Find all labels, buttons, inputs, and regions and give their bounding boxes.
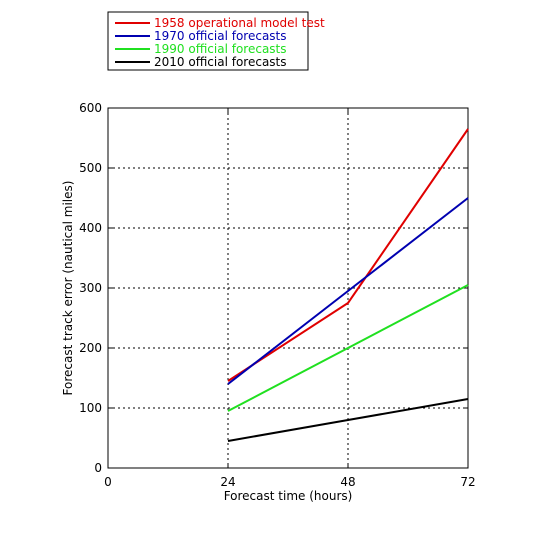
series-line-1 xyxy=(227,197,469,385)
x-axis-label: Forecast time (hours) xyxy=(224,489,353,503)
y-tick-label: 100 xyxy=(79,401,102,415)
y-axis-label: Forecast track error (nautical miles) xyxy=(61,181,75,396)
series-line-0 xyxy=(227,128,469,382)
legend-label-1: 1970 official forecasts xyxy=(154,29,287,43)
series-line-3 xyxy=(227,398,469,442)
x-tick-label: 24 xyxy=(220,475,235,489)
x-tick-label: 0 xyxy=(104,475,112,489)
y-tick-label: 300 xyxy=(79,281,102,295)
y-axis: 0 100 200 300 400 500 600 xyxy=(79,101,468,475)
legend-label-3: 2010 official forecasts xyxy=(154,55,287,69)
legend-label-0: 1958 operational model test xyxy=(154,16,325,30)
y-tick-label: 500 xyxy=(79,161,102,175)
y-tick-label: 400 xyxy=(79,221,102,235)
y-tick-label: 200 xyxy=(79,341,102,355)
y-tick-label: 0 xyxy=(94,461,102,475)
y-tick-label: 600 xyxy=(79,101,102,115)
x-axis: 0 24 48 72 xyxy=(104,108,476,489)
series-line-2 xyxy=(227,284,469,412)
grid xyxy=(108,108,468,468)
legend-box xyxy=(107,11,309,71)
x-tick-label: 48 xyxy=(340,475,355,489)
series-group xyxy=(227,128,469,442)
x-tick-label: 72 xyxy=(460,475,475,489)
legend-label-2: 1990 official forecasts xyxy=(154,42,287,56)
